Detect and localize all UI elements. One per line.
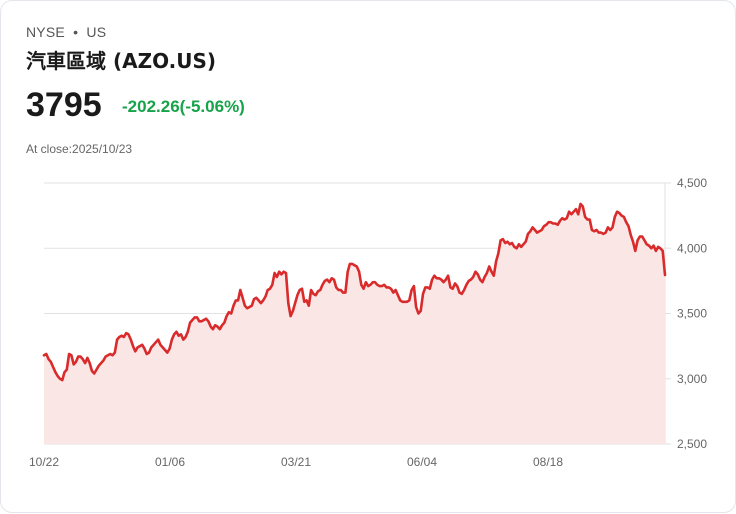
price-line (42, 202, 667, 382)
stock-price: 3795 (26, 86, 102, 124)
y-tick-label: 3,000 (677, 372, 707, 386)
close-date-label: At close:2025/10/23 (26, 142, 133, 156)
x-axis: 10/22 01/06 03/21 06/04 08/18 (29, 455, 563, 469)
price-area-fill (44, 203, 665, 444)
exchange-line: NYSE • US (26, 24, 107, 40)
y-axis: 2,500 3,000 3,500 4,000 4,500 (677, 176, 707, 451)
y-tick-label: 4,000 (677, 241, 707, 255)
x-tick-label: 10/22 (29, 455, 59, 469)
x-tick-label: 06/04 (407, 455, 437, 469)
x-tick-label: 03/21 (281, 455, 311, 469)
x-tick-label: 08/18 (533, 455, 563, 469)
y-tick-label: 4,500 (677, 176, 707, 190)
y-tick-label: 3,500 (677, 307, 707, 321)
stock-title: 汽車區域 (AZO.US) (26, 49, 217, 73)
price-change: -202.26(-5.06%) (122, 97, 245, 116)
x-tick-label: 01/06 (155, 455, 185, 469)
y-tick-label: 2,500 (677, 437, 707, 451)
